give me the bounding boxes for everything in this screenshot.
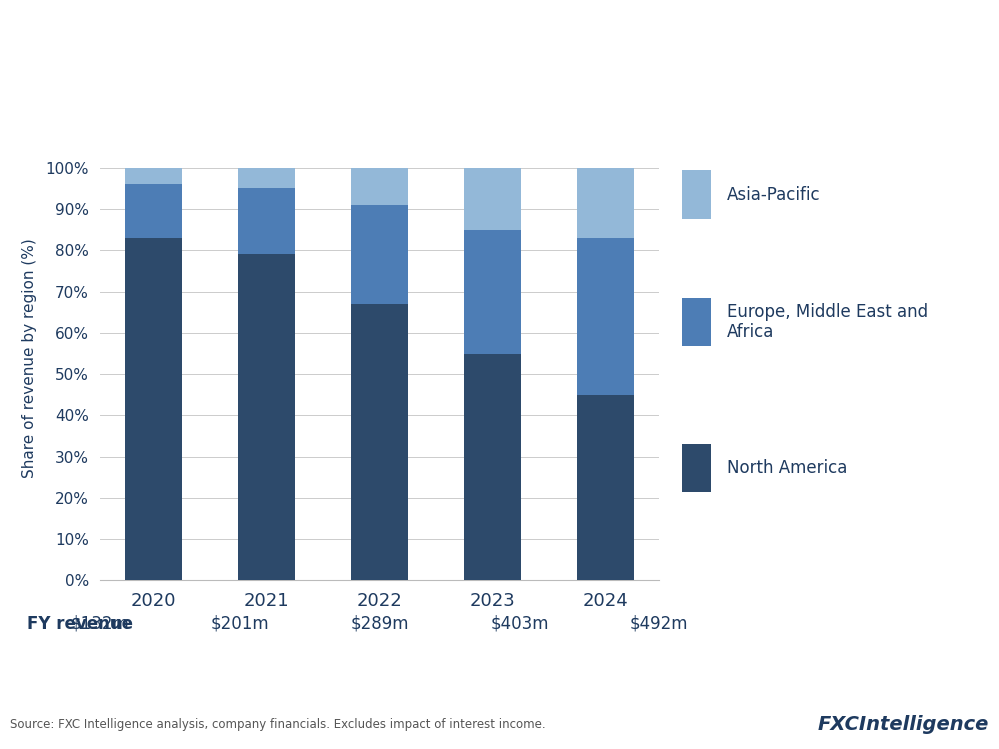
Y-axis label: Share of revenue by region (%): Share of revenue by region (%) <box>22 237 37 478</box>
Text: $492m: $492m <box>630 614 688 633</box>
Bar <box>239 189 295 255</box>
Text: North America: North America <box>727 459 847 477</box>
Bar <box>125 168 182 184</box>
Text: Source: FXC Intelligence analysis, company financials. Excludes impact of intere: Source: FXC Intelligence analysis, compa… <box>10 718 545 731</box>
Bar <box>239 255 295 580</box>
Text: FY revenue: FY revenue <box>27 614 133 633</box>
Bar <box>352 168 408 205</box>
Bar <box>465 354 520 580</box>
Bar <box>577 168 634 238</box>
Text: $289m: $289m <box>351 614 409 633</box>
FancyBboxPatch shape <box>682 443 711 493</box>
Bar <box>352 205 408 304</box>
Text: $132m: $132m <box>71 614 129 633</box>
FancyBboxPatch shape <box>682 297 711 346</box>
Bar <box>577 238 634 395</box>
Text: Flywire’s North America revenues take lower share in 2024: Flywire’s North America revenues take lo… <box>13 29 943 57</box>
Bar <box>577 395 634 580</box>
Text: Flywire FY revenue share split by region (%), 2020-2024: Flywire FY revenue share split by region… <box>13 82 584 100</box>
Text: $201m: $201m <box>211 614 269 633</box>
Bar <box>125 184 182 238</box>
Text: $403m: $403m <box>491 614 548 633</box>
Text: Asia-Pacific: Asia-Pacific <box>727 186 820 204</box>
Bar <box>465 168 520 230</box>
Text: Europe, Middle East and
Africa: Europe, Middle East and Africa <box>727 303 928 342</box>
Text: FXCIntelligence: FXCIntelligence <box>817 715 989 734</box>
Bar <box>352 304 408 580</box>
Bar <box>239 168 295 189</box>
FancyBboxPatch shape <box>682 171 711 219</box>
Bar <box>465 230 520 354</box>
Bar <box>125 238 182 580</box>
